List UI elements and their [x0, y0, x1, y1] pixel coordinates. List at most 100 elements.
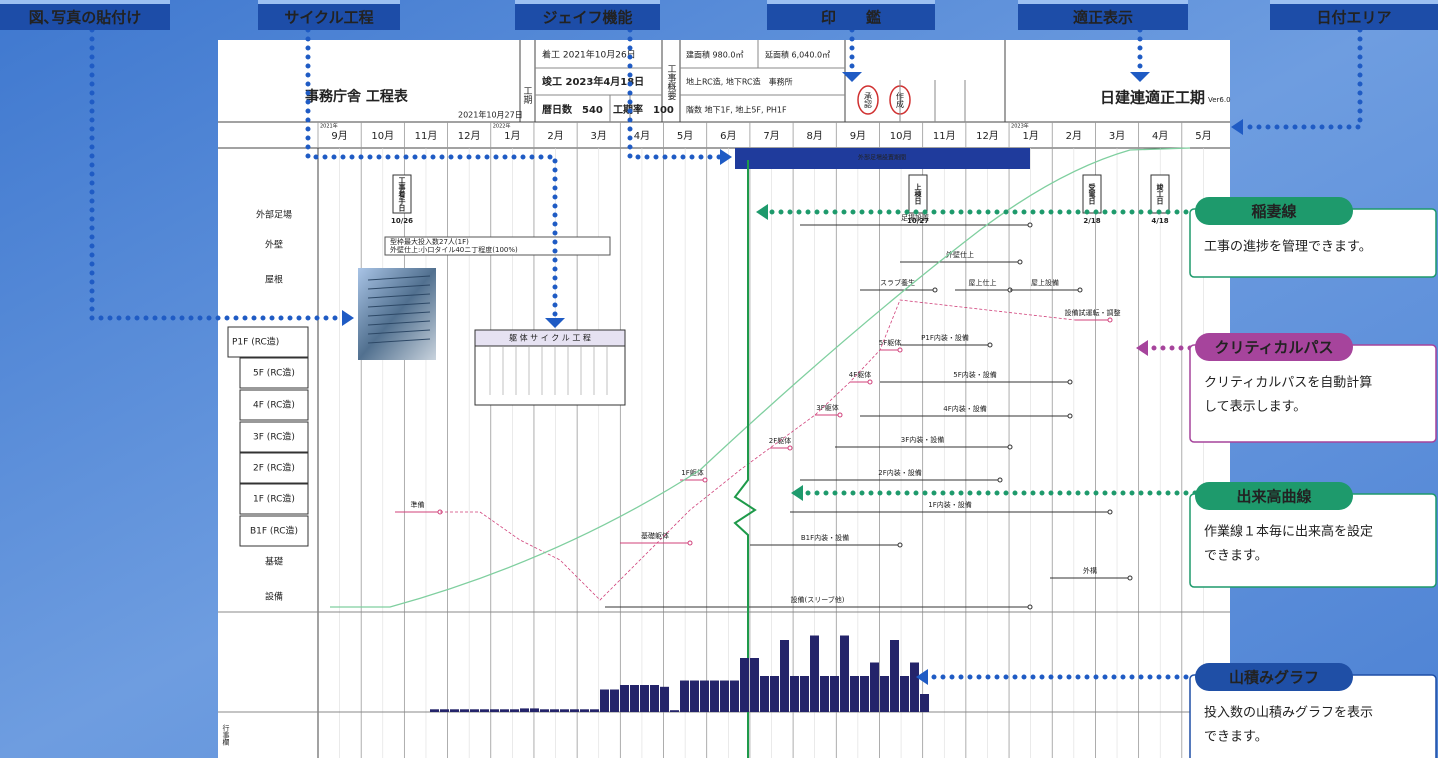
histogram-bar	[550, 709, 559, 712]
histogram-bar	[620, 685, 629, 712]
callout-title: 山積みグラフ	[1229, 669, 1319, 687]
tab-label: 適正表示	[1073, 9, 1133, 27]
histogram-bar	[830, 676, 839, 712]
row-box	[239, 483, 309, 515]
row-label: 3F (RC造)	[253, 431, 295, 443]
activity-node	[897, 542, 903, 548]
histogram-bar	[440, 709, 449, 712]
s-curve	[330, 147, 1191, 608]
callout-text: できます。	[1204, 730, 1268, 745]
callout-title-bg	[1195, 663, 1353, 691]
tab	[1270, 0, 1438, 30]
callout-title: クリティカルパス	[1214, 339, 1333, 357]
label: 着工 2021年10月26日	[542, 49, 636, 61]
month-label: 11月	[933, 130, 956, 142]
activity-node	[1127, 575, 1133, 581]
version: Ver6.0	[1208, 96, 1231, 104]
label: 工期率 100	[613, 103, 674, 116]
tab	[767, 0, 935, 30]
month-label: 5月	[677, 130, 693, 142]
row-label: 外部足場	[256, 209, 292, 221]
tab-label: 日付エリア	[1316, 9, 1391, 27]
callout-text: 作業線１本毎に出来高を設定	[1204, 524, 1373, 540]
arrow	[842, 72, 862, 82]
activity-node	[997, 477, 1003, 483]
arrow	[720, 149, 732, 165]
sheet-title: 事務庁舎 工程表	[305, 88, 409, 105]
milestone-date: 10/27	[907, 217, 929, 225]
histogram-bar	[470, 709, 479, 712]
histogram-bar	[880, 676, 889, 712]
arrow	[756, 204, 768, 220]
histogram-bar	[740, 658, 749, 712]
callout-text: できます。	[1204, 549, 1268, 564]
histogram-bar	[610, 689, 619, 712]
arrow	[342, 310, 354, 326]
bottom-label: 行事欄	[222, 724, 230, 747]
cycle-head	[474, 329, 626, 347]
activity-label: 3F躯体	[816, 403, 838, 412]
row-box	[239, 389, 309, 421]
arrow	[1231, 119, 1243, 135]
histogram-bar	[720, 680, 729, 712]
activity-label: 4F内装・設備	[943, 404, 986, 413]
histogram-bar	[570, 709, 579, 712]
connector	[627, 27, 723, 160]
month-label: 1月	[1022, 130, 1038, 142]
row-label: 設備	[265, 591, 283, 603]
outline-label: 工事概要	[666, 64, 677, 101]
arrow	[545, 318, 565, 328]
histogram-bar	[540, 709, 549, 712]
histogram-bar	[850, 676, 859, 712]
activity-label: 設備試運転・調整	[1065, 308, 1121, 317]
row-label: 基礎	[265, 556, 283, 568]
year-label: 2021年	[320, 123, 338, 130]
month-label: 6月	[720, 130, 736, 142]
histogram-bar	[680, 680, 689, 712]
month-label: 4月	[634, 130, 650, 142]
row-label: B1F (RC造)	[250, 525, 298, 537]
milestone-date: 4/18	[1151, 217, 1168, 225]
milestone-box	[1082, 174, 1102, 214]
row-box	[239, 515, 309, 547]
histogram-bar	[520, 708, 529, 712]
month-label: 10月	[890, 130, 913, 142]
month-label: 2月	[1066, 130, 1082, 142]
histogram-bar	[480, 709, 489, 712]
callout-title-bg	[1195, 197, 1353, 225]
month-label: 8月	[807, 130, 823, 142]
label: 型枠最大投入数27人(1F)	[390, 237, 469, 246]
connector	[89, 27, 345, 321]
month-label: 2月	[547, 130, 563, 142]
histogram-bar	[710, 680, 719, 712]
arrow	[916, 669, 928, 685]
histogram-bar	[870, 662, 879, 712]
tab-label: ジェイフ機能	[542, 9, 632, 27]
histogram-bar	[810, 635, 819, 712]
histogram-bar	[890, 640, 899, 712]
tab	[1018, 0, 1188, 30]
milestone-name: 受電日	[1088, 183, 1096, 206]
row-label: 1F (RC造)	[253, 493, 295, 505]
label: 延面積 6,040.0㎡	[765, 50, 830, 60]
arrow	[791, 485, 803, 501]
tab-highlight	[767, 0, 935, 4]
milestone-name: 上棟日	[914, 183, 923, 206]
tab-highlight	[258, 0, 400, 4]
month-label: 9月	[850, 130, 866, 142]
histogram-bar	[640, 685, 649, 712]
activity-label: スラブ養生	[880, 278, 915, 287]
activity-node	[897, 347, 903, 353]
histogram-bar	[900, 676, 909, 712]
activity-label: 足場設置	[901, 213, 929, 222]
callout-title: 稲妻線	[1251, 203, 1296, 221]
tekisei: 日建連適正工期	[1100, 89, 1205, 107]
milestone-name: 竣工日	[1156, 183, 1165, 206]
label: 外部足場設置期間	[858, 154, 906, 162]
inazuma-line	[733, 160, 757, 758]
scaffold-band	[735, 148, 1030, 169]
activity-label: 5F内装・設備	[953, 370, 996, 379]
month-label: 7月	[763, 130, 779, 142]
photo-detail	[367, 284, 431, 290]
